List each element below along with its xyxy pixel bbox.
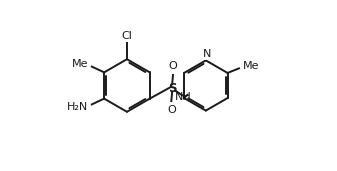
Text: N: N	[203, 49, 211, 59]
Text: O: O	[168, 61, 177, 71]
Text: S: S	[168, 82, 176, 95]
Text: Me: Me	[72, 59, 88, 69]
Text: NH: NH	[175, 92, 192, 102]
Text: Cl: Cl	[122, 31, 132, 41]
Text: H₂N: H₂N	[67, 102, 88, 112]
Text: O: O	[167, 105, 176, 115]
Text: Me: Me	[243, 61, 259, 71]
